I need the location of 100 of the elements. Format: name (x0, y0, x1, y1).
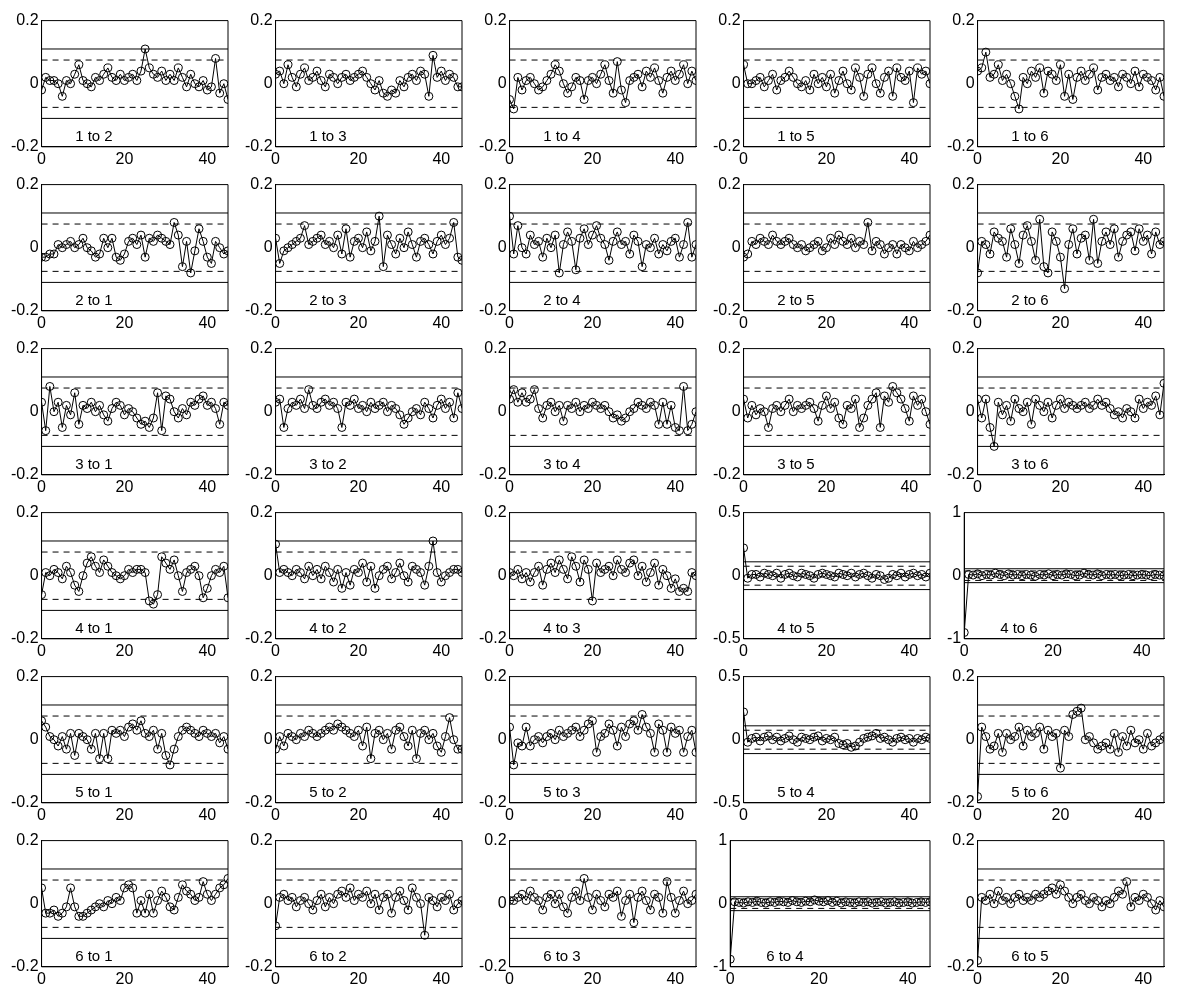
point (440, 404, 450, 414)
point (558, 79, 568, 89)
point (90, 72, 100, 82)
point (115, 725, 125, 735)
point (832, 896, 842, 906)
point (596, 69, 606, 79)
point (391, 404, 401, 414)
point (304, 899, 314, 909)
point (411, 76, 421, 86)
point (894, 898, 904, 908)
point (546, 728, 556, 738)
point (908, 98, 918, 108)
point (1039, 88, 1049, 98)
point (333, 889, 343, 899)
point (563, 227, 573, 237)
y-tick-label: 0 (263, 894, 273, 912)
point (1055, 880, 1065, 890)
point (378, 397, 388, 407)
point (641, 240, 651, 250)
point (554, 66, 564, 76)
point (592, 558, 602, 568)
point (612, 410, 622, 420)
point (821, 569, 831, 579)
point (641, 577, 651, 587)
point (687, 896, 696, 906)
point (1142, 230, 1152, 240)
point (600, 902, 610, 912)
x-tick-label: 40 (432, 805, 451, 823)
point (103, 754, 113, 764)
point (1039, 889, 1049, 899)
point (53, 397, 63, 407)
point (182, 568, 192, 578)
point (772, 400, 782, 410)
point (283, 896, 293, 906)
point (739, 898, 749, 908)
point (674, 725, 684, 735)
point (206, 571, 216, 581)
y-tick-label: -0.2 (478, 301, 507, 319)
point (583, 240, 593, 250)
point (592, 400, 602, 410)
point (917, 735, 927, 745)
point (320, 82, 330, 92)
point (912, 897, 922, 907)
point (759, 407, 769, 417)
point (637, 400, 647, 410)
point (132, 76, 142, 86)
point (612, 886, 622, 896)
point (921, 66, 930, 76)
point (612, 741, 622, 751)
text: 6 to 3 (543, 947, 581, 965)
point (989, 441, 999, 451)
point (1134, 735, 1144, 745)
point (202, 252, 212, 262)
point (153, 744, 163, 754)
point (157, 886, 167, 896)
point (855, 422, 865, 432)
point (993, 728, 1003, 738)
point (830, 88, 840, 98)
point (1035, 214, 1045, 224)
x-tick-label: 40 (900, 477, 919, 495)
point (805, 85, 815, 95)
point (827, 897, 837, 907)
point (752, 896, 762, 906)
point (755, 572, 765, 582)
point (148, 725, 158, 735)
point (913, 733, 923, 743)
point (395, 233, 405, 243)
point (863, 732, 873, 742)
y-tick-label: -0.2 (244, 957, 273, 975)
point (1097, 400, 1107, 410)
point (1075, 570, 1085, 580)
point (730, 897, 740, 907)
point (295, 394, 305, 404)
point (333, 230, 343, 240)
point (1093, 896, 1103, 906)
point (103, 243, 113, 253)
point (621, 236, 631, 246)
y-tick-label: 0 (965, 894, 975, 912)
point (896, 394, 906, 404)
x-tick-label: 20 (1051, 149, 1070, 167)
point (662, 246, 672, 256)
point (884, 243, 894, 253)
point (115, 896, 125, 906)
point (780, 733, 790, 743)
point (304, 561, 314, 571)
point (186, 725, 196, 735)
point (604, 719, 614, 729)
point (834, 413, 844, 423)
point (1010, 394, 1020, 404)
point (275, 66, 285, 76)
point (981, 569, 991, 579)
point (300, 892, 310, 902)
point (583, 404, 593, 414)
x-tick-label: 40 (198, 149, 217, 167)
point (198, 725, 208, 735)
point (993, 60, 1003, 70)
point (283, 728, 293, 738)
point (144, 889, 154, 899)
point (867, 573, 877, 583)
point (387, 400, 397, 410)
